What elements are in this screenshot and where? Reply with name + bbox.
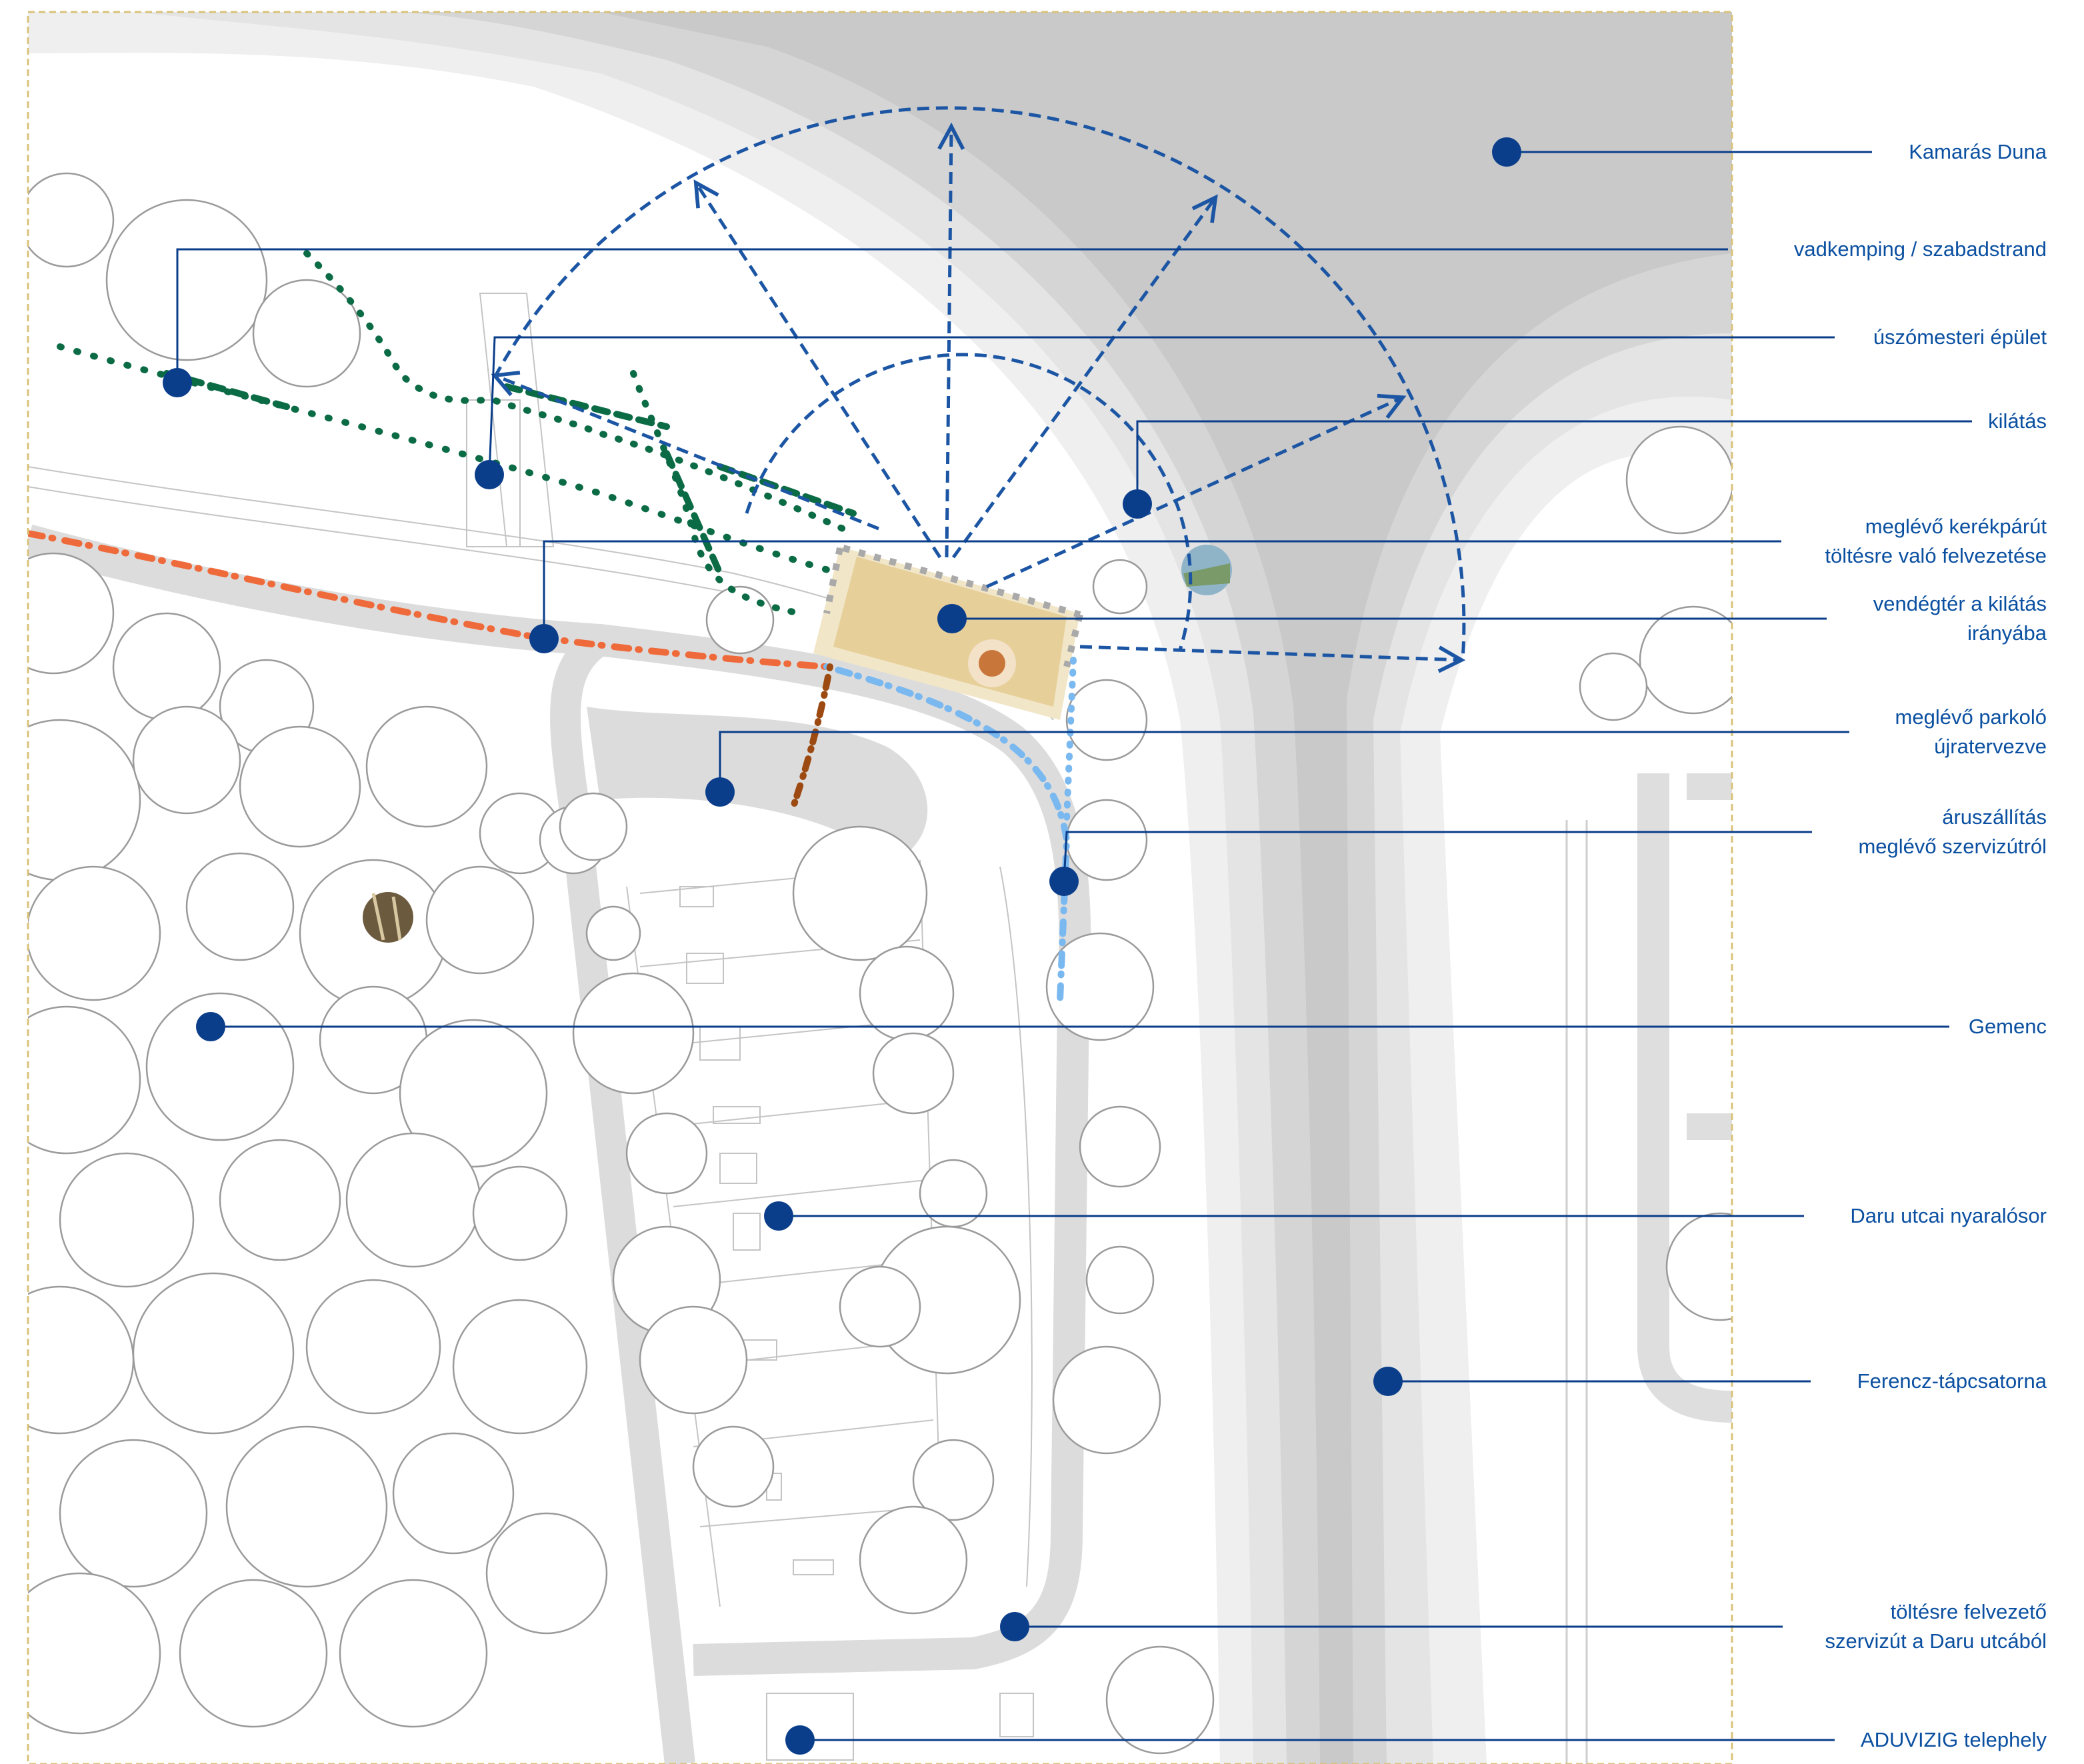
photo-thumbnails [363, 545, 1232, 943]
callout-leaders [176, 151, 1972, 1741]
brown-path [790, 663, 833, 810]
marker-daru-nyaralosor [764, 1201, 793, 1231]
marker-szervizut [1000, 1612, 1029, 1641]
forest-photo-thumbnail [363, 892, 413, 943]
label-gemenc: Gemenc [1968, 1015, 2047, 1038]
marker-parkolo [705, 777, 735, 807]
label-kamaras-duna: Kamarás Duna [1909, 140, 2047, 163]
label-kerekparut: meglévő kerékpárút töltésre való felveze… [1825, 515, 2047, 567]
lightblue-path-stub [1063, 657, 1077, 823]
marker-ferencz [1373, 1367, 1403, 1396]
marker-uszomesteri [475, 460, 504, 489]
label-ferencz-tapcsatorna: Ferencz-tápcsatorna [1857, 1369, 2047, 1393]
label-aduvizig: ADUVIZIG telephely [1860, 1728, 2047, 1751]
label-uszomesteri: úszómesteri épület [1873, 325, 2047, 349]
label-daru-nyaralosor: Daru utcai nyaralósor [1850, 1204, 2047, 1227]
trees [28, 172, 1732, 1755]
label-vendegter: vendégtér a kilátás irányába [1873, 592, 2047, 645]
marker-aduvizig [785, 1725, 815, 1755]
label-szervizut: töltésre felvezető szervizút a Daru utcá… [1825, 1600, 2047, 1653]
right-service-road [1565, 773, 1732, 1764]
view-arrows [491, 106, 1466, 673]
marker-gemenc [196, 1012, 225, 1041]
green-paths [57, 250, 857, 617]
lightblue-delivery-path [823, 663, 1071, 1003]
label-aruszallitas: áruszállítás meglévő szervizútról [1858, 805, 2047, 858]
label-vadkemping: vadkemping / szabadstrand [1793, 237, 2047, 261]
callout-markers [163, 137, 1521, 1755]
marker-kerekparut [529, 624, 559, 653]
parking-area [587, 707, 928, 853]
danube-water [28, 12, 1732, 1764]
marker-vadkemping [163, 368, 192, 397]
label-parkolo: meglévő parkoló újratervezve [1895, 705, 2047, 758]
label-kilatas: kilátás [1988, 409, 2047, 433]
marker-kamaras-duna [1492, 137, 1521, 167]
marker-aruszallitas [1049, 867, 1079, 896]
marker-kilatas [1123, 489, 1152, 519]
marker-vendegter [937, 604, 967, 633]
orange-bike-path [28, 530, 830, 670]
